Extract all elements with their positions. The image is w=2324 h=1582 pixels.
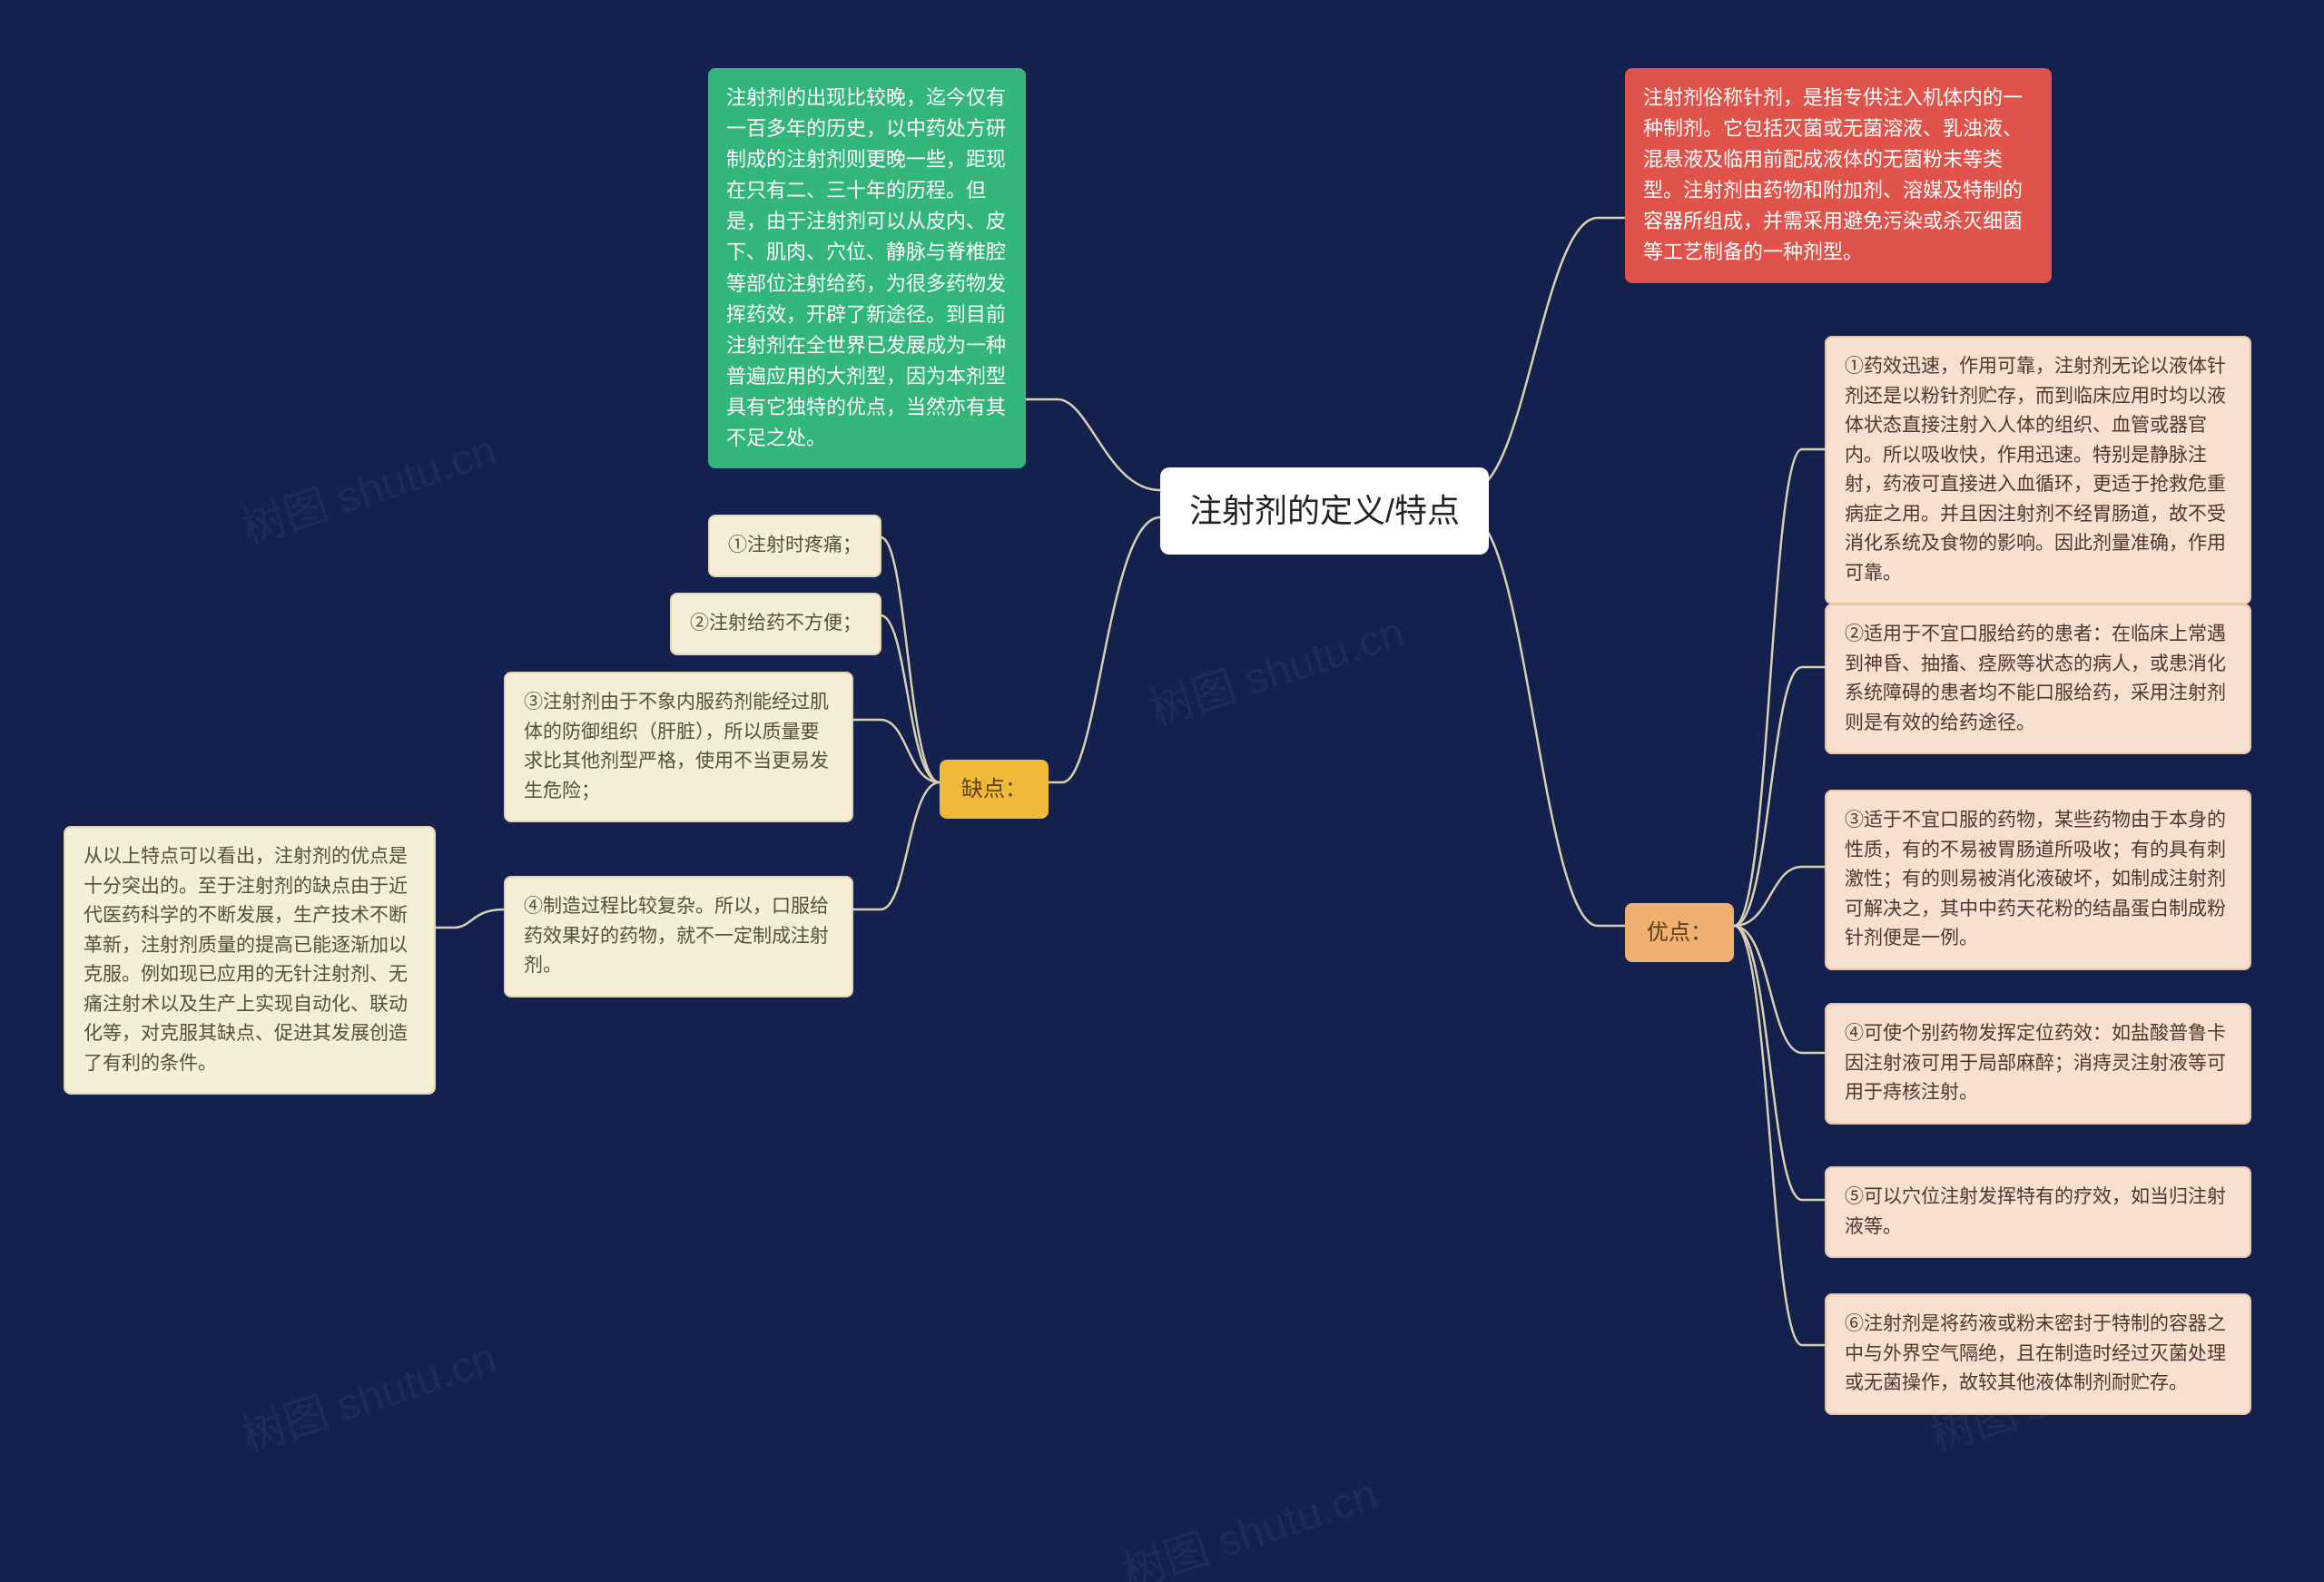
advantage-item-2-text: ②适用于不宜口服给药的患者：在临床上常遇到神昏、抽搐、痉厥等状态的病人，或患消化… [1845, 624, 2226, 733]
advantage-item-5-text: ⑤可以穴位注射发挥特有的疗效，如当归注射液等。 [1845, 1186, 2226, 1237]
disadvantages-node: 缺点： [940, 760, 1049, 819]
advantage-item-6-text: ⑥注射剂是将药液或粉末密封于特制的容器之中与外界空气隔绝，且在制造时经过灭菌处理… [1845, 1313, 2226, 1393]
advantages-label: 优点： [1647, 920, 1712, 945]
advantages-node: 优点： [1625, 903, 1734, 962]
disadvantages-label: 缺点： [961, 777, 1027, 801]
conclusion-node: 从以上特点可以看出，注射剂的优点是十分突出的。至于注射剂的缺点由于近代医药科学的… [64, 826, 436, 1095]
advantage-item-3: ③适于不宜口服的药物，某些药物由于本身的性质，有的不易被胃肠道所吸收；有的具有刺… [1825, 790, 2251, 970]
advantage-item-6: ⑥注射剂是将药液或粉末密封于特制的容器之中与外界空气隔绝，且在制造时经过灭菌处理… [1825, 1293, 2251, 1415]
advantage-item-4-text: ④可使个别药物发挥定位药效：如盐酸普鲁卡因注射液可用于局部麻醉；消痔灵注射液等可… [1845, 1023, 2226, 1103]
root-node: 注射剂的定义/特点 [1160, 467, 1489, 555]
watermark: 树图 shutu.cn [232, 1322, 503, 1464]
history-text: 注射剂的出现比较晚，迄今仅有一百多年的历史，以中药处方研制成的注射剂则更晚一些，… [726, 86, 1006, 449]
history-node: 注射剂的出现比较晚，迄今仅有一百多年的历史，以中药处方研制成的注射剂则更晚一些，… [708, 68, 1026, 468]
disadvantage-item-1-text: ①注射时疼痛； [728, 535, 862, 555]
watermark: 树图 shutu.cn [1113, 1459, 1384, 1582]
disadvantage-item-4-text: ④制造过程比较复杂。所以，口服给药效果好的药物，就不一定制成注射剂。 [524, 896, 829, 976]
advantage-item-5: ⑤可以穴位注射发挥特有的疗效，如当归注射液等。 [1825, 1166, 2251, 1258]
definition-node: 注射剂俗称针剂，是指专供注入机体内的一种制剂。它包括灭菌或无菌溶液、乳浊液、混悬… [1625, 68, 2052, 283]
conclusion-text: 从以上特点可以看出，注射剂的优点是十分突出的。至于注射剂的缺点由于近代医药科学的… [84, 846, 408, 1074]
watermark: 树图 shutu.cn [1140, 596, 1411, 738]
root-label: 注射剂的定义/特点 [1189, 492, 1460, 529]
disadvantage-item-4: ④制造过程比较复杂。所以，口服给药效果好的药物，就不一定制成注射剂。 [504, 876, 853, 997]
disadvantage-item-1: ①注射时疼痛； [708, 515, 881, 577]
advantage-item-2: ②适用于不宜口服给药的患者：在临床上常遇到神昏、抽搐、痉厥等状态的病人，或患消化… [1825, 604, 2251, 754]
disadvantage-item-3-text: ③注射剂由于不象内服药剂能经过肌体的防御组织（肝脏），所以质量要求比其他剂型严格… [524, 692, 829, 801]
advantage-item-3-text: ③适于不宜口服的药物，某些药物由于本身的性质，有的不易被胃肠道所吸收；有的具有刺… [1845, 810, 2226, 948]
advantage-item-1-text: ①药效迅速，作用可靠，注射剂无论以液体针剂还是以粉针剂贮存，而到临床应用时均以液… [1845, 356, 2226, 584]
definition-text: 注射剂俗称针剂，是指专供注入机体内的一种制剂。它包括灭菌或无菌溶液、乳浊液、混悬… [1643, 86, 2023, 263]
disadvantage-item-2: ②注射给药不方便； [670, 593, 881, 655]
watermark: 树图 shutu.cn [232, 415, 503, 556]
disadvantage-item-2-text: ②注射给药不方便； [690, 613, 862, 634]
disadvantage-item-3: ③注射剂由于不象内服药剂能经过肌体的防御组织（肝脏），所以质量要求比其他剂型严格… [504, 672, 853, 822]
advantage-item-1: ①药效迅速，作用可靠，注射剂无论以液体针剂还是以粉针剂贮存，而到临床应用时均以液… [1825, 336, 2251, 604]
advantage-item-4: ④可使个别药物发挥定位药效：如盐酸普鲁卡因注射液可用于局部麻醉；消痔灵注射液等可… [1825, 1003, 2251, 1125]
